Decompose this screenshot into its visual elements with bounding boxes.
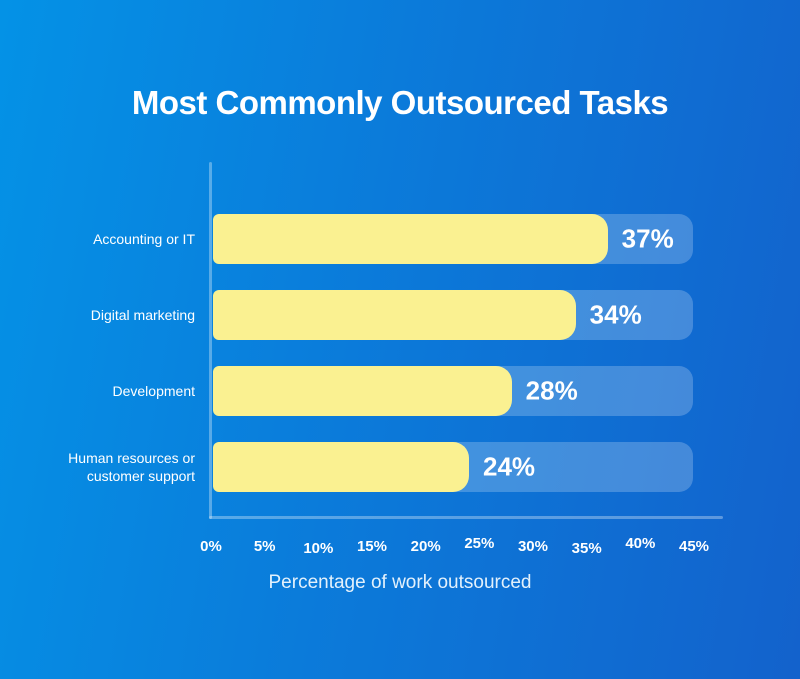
x-tick-label: 35% <box>571 540 602 557</box>
bar-track: 34% <box>213 290 693 340</box>
bar-value-label: 37% <box>621 223 674 254</box>
bar <box>213 214 608 264</box>
bar-row: Digital marketing 34% <box>0 290 800 340</box>
x-tick-label: 20% <box>410 538 441 555</box>
x-tick-label: 5% <box>253 538 276 555</box>
bar-row: Accounting or IT 37% <box>0 214 800 264</box>
bar-row: Human resources or customer support 24% <box>0 442 800 492</box>
bar-value-label: 28% <box>525 375 578 406</box>
x-tick-label: 0% <box>200 538 222 555</box>
x-tick-label: 25% <box>464 535 495 552</box>
bar <box>213 290 576 340</box>
category-label: Development <box>112 383 196 399</box>
x-tick-label: 15% <box>356 538 387 555</box>
y-axis-line <box>209 162 212 519</box>
bar-row: Development 28% <box>0 366 800 416</box>
category-label: Accounting or IT <box>93 231 195 247</box>
x-axis-line <box>209 516 723 519</box>
bar-rows: Accounting or IT 37% Digital marketing 34% D… <box>0 214 800 518</box>
bar-value-label: 24% <box>483 451 536 482</box>
bar <box>213 442 469 492</box>
category-label: Human resources or customer support <box>68 450 195 484</box>
x-tick-label: 40% <box>625 535 656 552</box>
x-tick-label: 45% <box>678 538 710 555</box>
bar-track: 28% <box>213 366 693 416</box>
category-label: Digital marketing <box>90 307 195 323</box>
x-axis-title: Percentage of work outsourced <box>268 572 532 593</box>
x-tick-label: 10% <box>303 540 334 557</box>
bar-track: 24% <box>213 442 693 492</box>
chart-title: Most Commonly Outsourced Tasks <box>131 84 669 121</box>
bar-track: 37% <box>213 214 693 264</box>
bar-value-label: 34% <box>589 299 642 330</box>
x-tick-label: 30% <box>517 538 548 555</box>
x-axis-ticks: 0% 5% 10% 15% 20% 25% 30% 35% 40% 45% <box>200 535 709 558</box>
bar <box>213 366 512 416</box>
